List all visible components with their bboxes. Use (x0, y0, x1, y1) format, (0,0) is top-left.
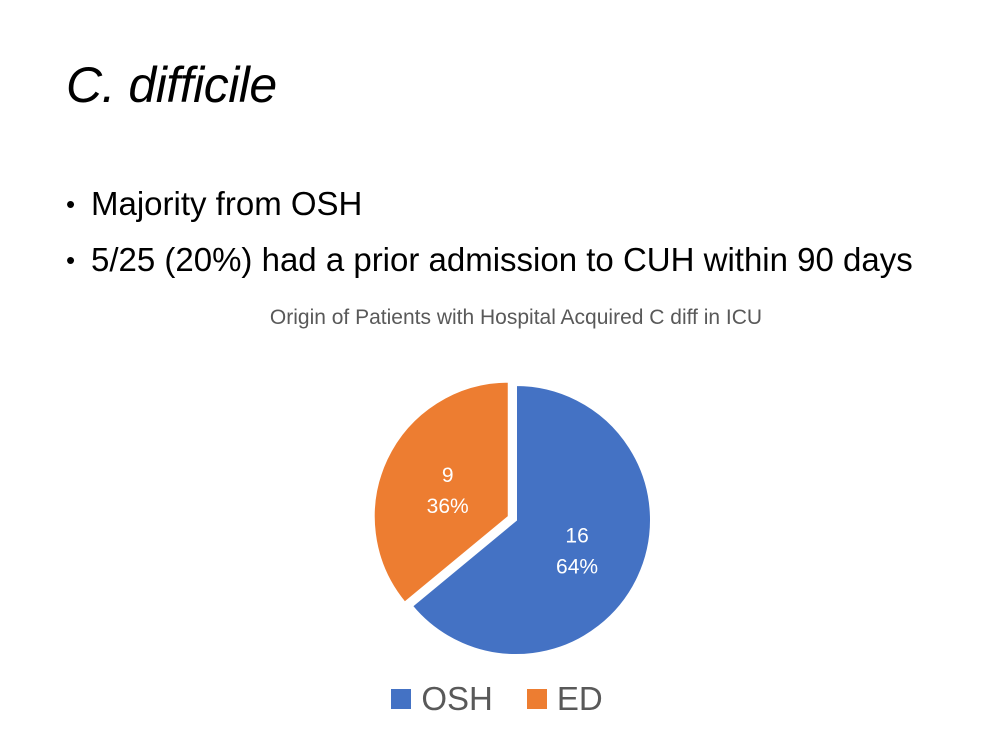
legend-swatch-osh (391, 689, 412, 709)
pie-label-percent-ed: 36% (427, 495, 469, 518)
pie-slice-osh (410, 383, 652, 656)
legend-item-ed: ED (526, 680, 603, 718)
bullet-list: • Majority from OSH • 5/25 (20%) had a p… (66, 183, 926, 295)
legend-item-osh: OSH (391, 680, 493, 718)
bullet-text: Majority from OSH (91, 185, 363, 222)
legend-label-osh: OSH (421, 680, 493, 717)
pie-slice-ed (372, 380, 510, 605)
chart-title: Origin of Patients with Hospital Acquire… (269, 306, 763, 329)
slide-title: C. difficile (66, 57, 277, 113)
pie-label-value-osh: 16 (565, 525, 588, 548)
pie-label-value-ed: 9 (442, 464, 454, 487)
bullet-dot-icon: • (66, 189, 76, 219)
pie-label-percent-osh: 64% (556, 556, 598, 579)
legend-swatch-ed (526, 689, 547, 709)
bullet-text: 5/25 (20%) had a prior admission to CUH … (91, 241, 913, 278)
bullet-item: • Majority from OSH (66, 183, 926, 225)
pie-chart: 16 64% 9 36% (372, 380, 652, 656)
bullet-item: • 5/25 (20%) had a prior admission to CU… (66, 239, 926, 281)
bullet-dot-icon: • (66, 245, 76, 275)
legend-label-ed: ED (556, 680, 603, 717)
chart-legend: OSH ED (0, 680, 988, 718)
